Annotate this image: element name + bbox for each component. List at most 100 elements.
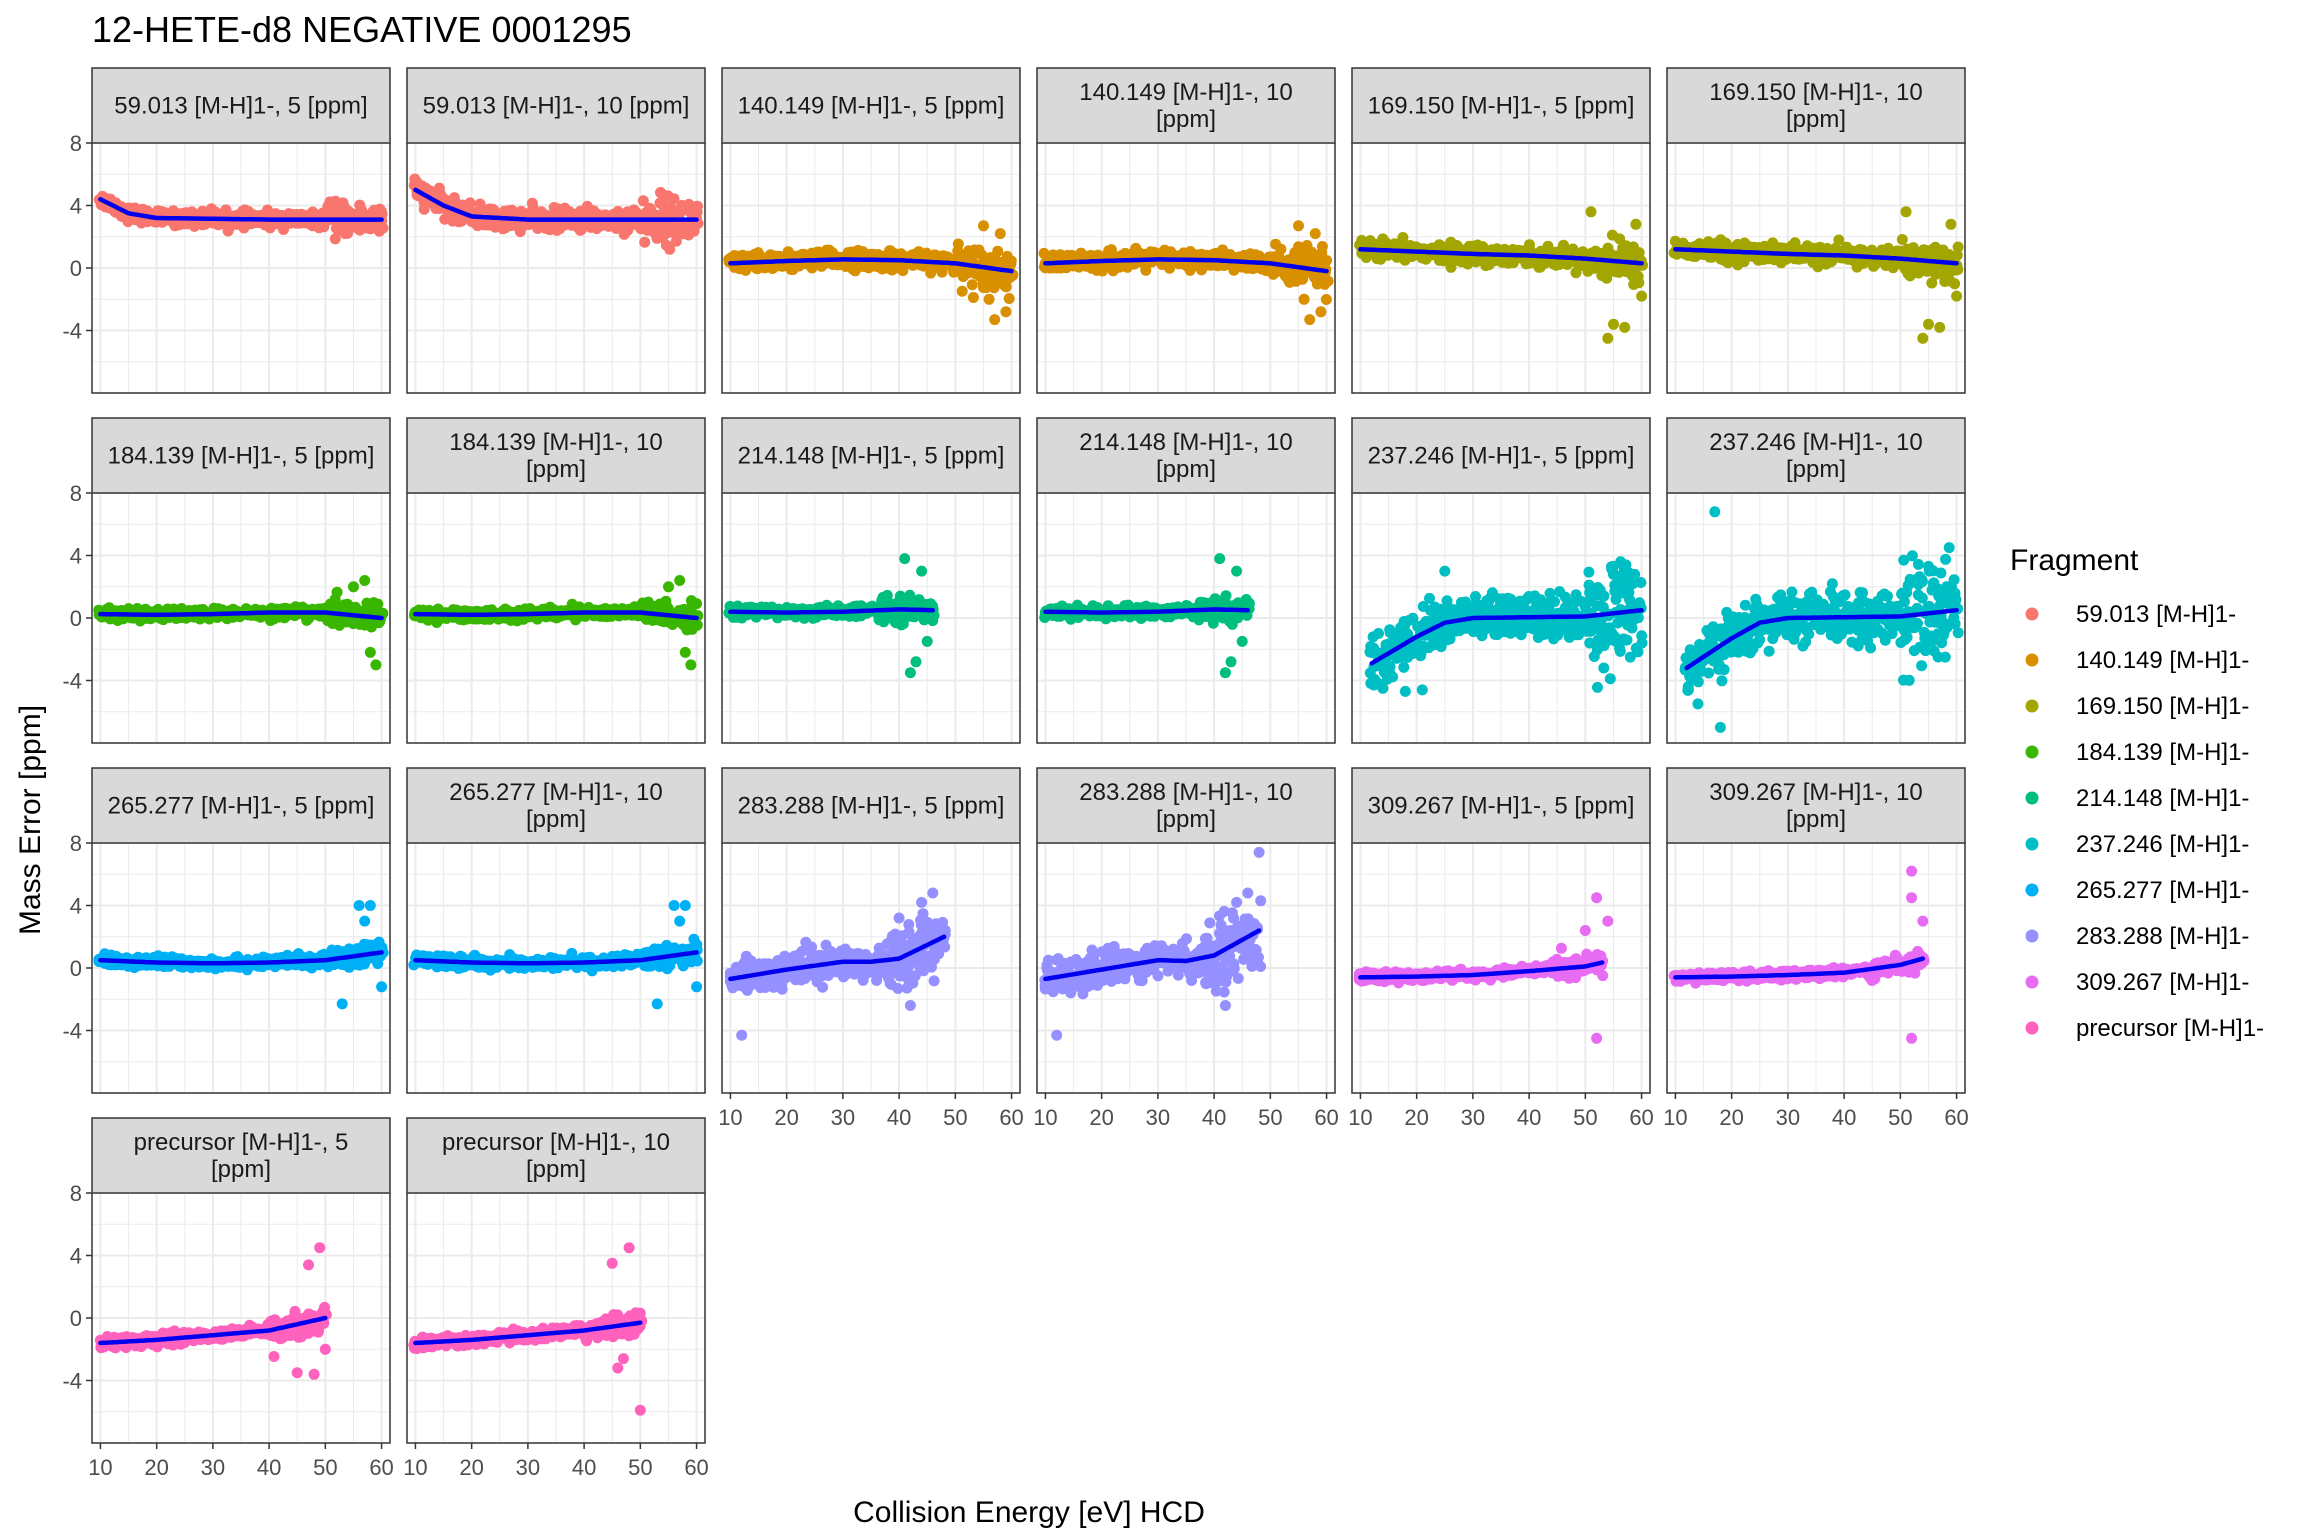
data-point	[670, 235, 682, 247]
data-point	[1298, 293, 1310, 305]
data-point	[967, 292, 979, 303]
facet-panel: 59.013 [M-H]1-, 5 [ppm]840-4	[62, 67, 391, 394]
data-point	[1900, 206, 1912, 218]
data-point	[1304, 314, 1316, 326]
data-point	[1309, 228, 1321, 240]
data-point	[966, 279, 978, 291]
data-point	[663, 581, 674, 593]
data-point	[1585, 206, 1597, 218]
data-point	[674, 575, 686, 586]
data-point	[989, 314, 1001, 326]
data-point	[370, 659, 382, 671]
data-point	[1619, 321, 1631, 333]
facet-panel: 214.148 [M-H]1-, 5 [ppm]	[721, 417, 1021, 744]
data-point	[921, 635, 933, 647]
data-point	[978, 220, 989, 232]
data-point	[1951, 249, 1963, 261]
data-point	[1608, 318, 1619, 330]
data-point	[899, 553, 911, 565]
y-tick-label: 0	[70, 256, 82, 281]
data-point	[526, 197, 538, 209]
data-point	[1214, 553, 1226, 565]
facet-strip-label: [ppm]	[1156, 106, 1216, 133]
data-point	[348, 581, 359, 593]
data-point	[1003, 293, 1015, 304]
facet-strip	[1036, 67, 1336, 144]
data-point	[691, 598, 703, 610]
data-point	[1000, 281, 1012, 293]
data-point	[1917, 332, 1929, 344]
data-point	[1236, 635, 1248, 647]
facet-strip-label: 214.148 [M-H]1-, 10	[1079, 429, 1292, 456]
data-point	[692, 200, 703, 212]
data-point	[691, 619, 703, 631]
data-point	[375, 205, 387, 217]
data-point	[992, 245, 1004, 257]
facet-strip-label: 237.246 [M-H]1-, 5 [ppm]	[1368, 443, 1635, 470]
facet-strip-label: 169.150 [M-H]1-, 5 [ppm]	[1368, 93, 1635, 120]
smooth-fit-line	[98, 197, 384, 222]
facet-strip-label: 169.150 [M-H]1-, 10	[1709, 79, 1922, 106]
data-point	[1945, 218, 1957, 230]
plot-title: 12-HETE-d8 NEGATIVE 0001295	[92, 9, 632, 50]
data-point	[1387, 671, 1399, 683]
data-point	[1630, 218, 1642, 230]
data-point	[668, 193, 680, 205]
facet-strip-label: [ppm]	[1786, 106, 1846, 133]
facet-strip-label: 59.013 [M-H]1-, 10 [ppm]	[423, 93, 690, 120]
data-point	[331, 586, 343, 598]
facet-panel: 184.139 [M-H]1-, 10[ppm]	[406, 417, 706, 744]
data-point	[1398, 661, 1410, 673]
panel-border	[721, 142, 1021, 394]
data-point	[1320, 294, 1332, 305]
facet-strip-label: 140.149 [M-H]1-, 5 [ppm]	[738, 93, 1005, 120]
data-point	[329, 233, 341, 245]
data-point	[1373, 628, 1384, 639]
data-point	[904, 667, 916, 679]
data-point	[1316, 241, 1328, 252]
data-point	[1315, 306, 1327, 318]
y-tick-label: 4	[70, 544, 82, 569]
facet-strip-label: 214.148 [M-H]1-, 5 [ppm]	[738, 443, 1005, 470]
data-point	[1005, 258, 1017, 270]
data-point	[1293, 220, 1304, 232]
data-point	[1000, 306, 1012, 318]
panel-border	[406, 142, 706, 394]
y-tick-label: 4	[70, 194, 82, 219]
data-point	[910, 656, 922, 668]
data-point	[1949, 278, 1961, 290]
facet-panel: 59.013 [M-H]1-, 10 [ppm]	[406, 67, 706, 394]
data-point	[1602, 332, 1614, 344]
panels-layer: 59.013 [M-H]1-, 5 [ppm]840-459.013 [M-H]…	[62, 67, 1969, 1480]
data-point	[1219, 667, 1231, 679]
facet-panel: 237.246 [M-H]1-, 5 [ppm]	[1351, 417, 1651, 744]
facet-strip-label: [ppm]	[526, 456, 586, 483]
data-point	[1636, 290, 1648, 302]
y-tick-label: 8	[70, 131, 82, 156]
facet-strip-label: [ppm]	[1156, 456, 1216, 483]
data-point	[916, 565, 928, 577]
data-point	[1633, 277, 1645, 289]
gridlines	[92, 142, 390, 393]
data-point	[1896, 234, 1908, 245]
smooth-fit-line	[413, 187, 699, 222]
data-point	[418, 203, 430, 215]
data-point	[1231, 565, 1243, 577]
facet-strip-label: 59.013 [M-H]1-, 5 [ppm]	[114, 93, 367, 120]
data-point	[359, 575, 371, 586]
data-point	[679, 646, 691, 658]
data-point	[639, 236, 651, 248]
facet-panel: 184.139 [M-H]1-, 5 [ppm]840-4	[62, 417, 391, 744]
data-point	[973, 244, 985, 256]
data-point	[1952, 264, 1964, 276]
data-point	[664, 243, 676, 255]
data-point	[364, 646, 376, 658]
facet-strip-label: 140.149 [M-H]1-, 10	[1079, 79, 1292, 106]
facet-panel: 140.149 [M-H]1-, 5 [ppm]	[721, 67, 1021, 394]
facet-strip	[721, 67, 1021, 144]
data-point	[927, 615, 939, 627]
data-point	[1934, 321, 1946, 333]
data-point	[1225, 656, 1237, 668]
data-point	[464, 197, 476, 209]
